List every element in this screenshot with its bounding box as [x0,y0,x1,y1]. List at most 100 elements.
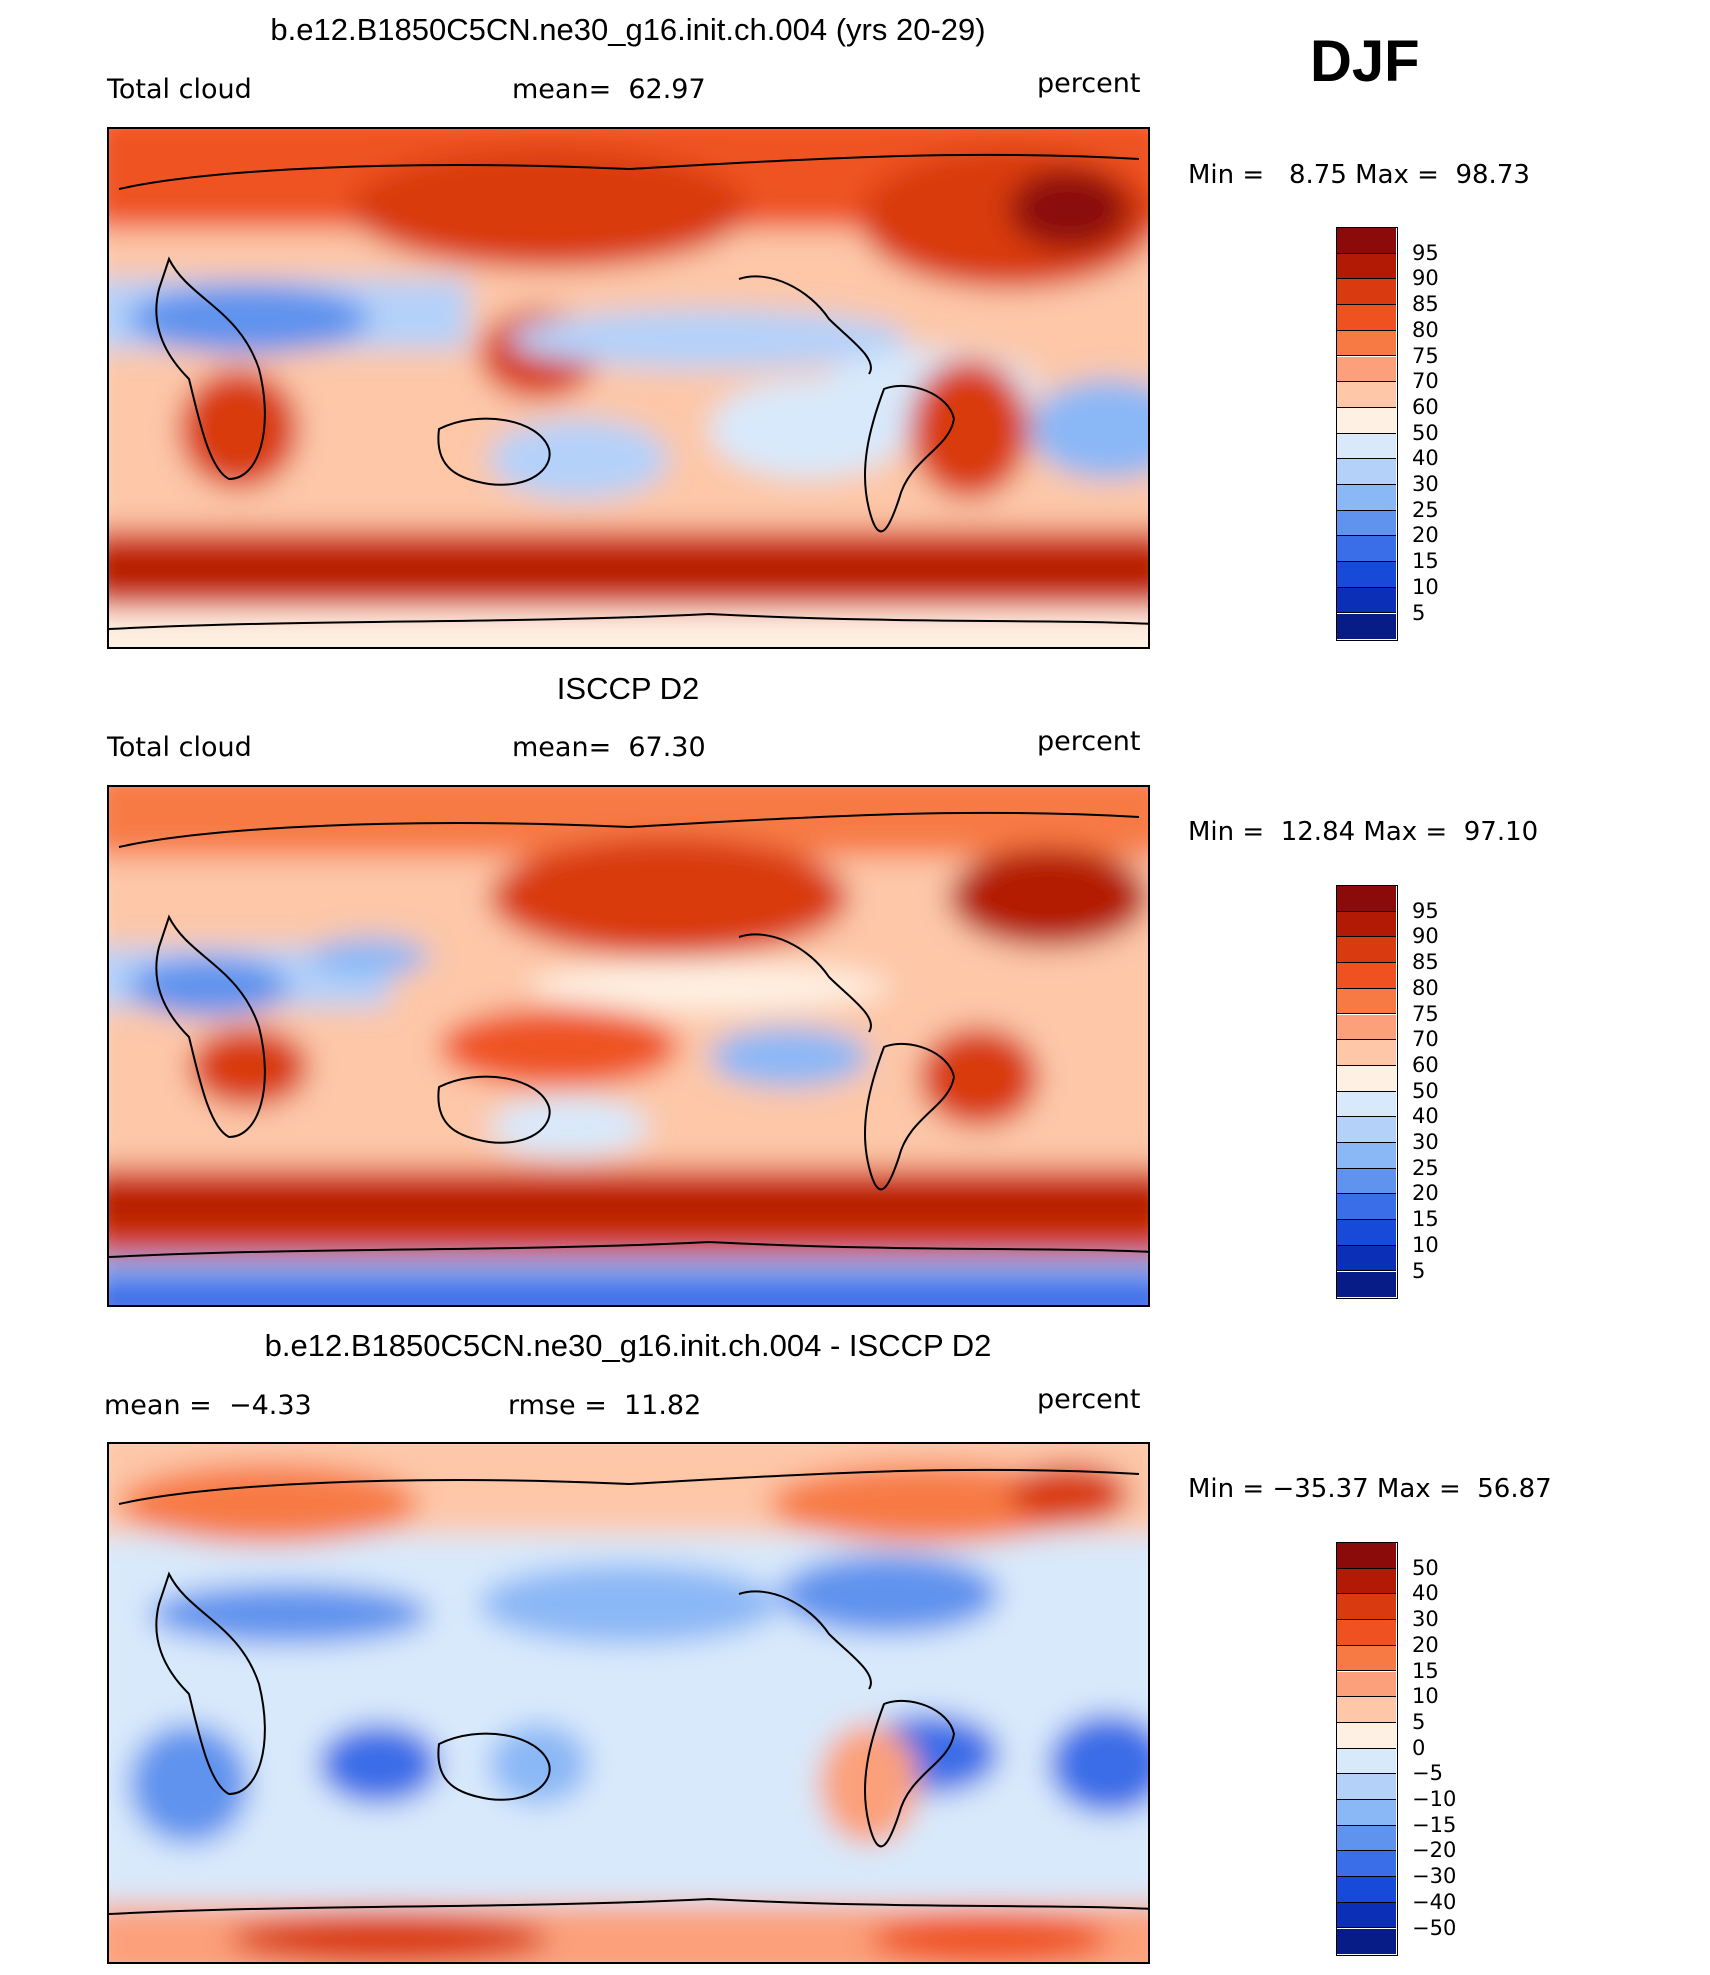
colorbar-frame [1336,885,1398,1300]
panel-2-title: ISCCP D2 [556,671,700,706]
colorbar-swatch [1337,253,1396,280]
colorbar-frame [1336,227,1398,642]
colorbar-label: 10 [1412,574,1439,599]
colorbar-swatch [1337,536,1396,563]
colorbar-swatch [1337,433,1396,460]
panel-3-rmse-label: rmse = 11.82 [508,1390,702,1421]
colorbar-label: 5 [1412,600,1426,625]
colorbar-swatch [1337,228,1396,254]
colorbar-label: 30 [1412,472,1439,496]
panel-2-mean-label: mean= 67.30 [512,732,706,763]
colorbar-label: 95 [1412,240,1439,265]
panel-3-units-label: percent [1037,1384,1141,1415]
colorbar-label: 70 [1412,1027,1439,1052]
colorbar-swatch [1337,587,1396,614]
colorbar-swatch [1337,1851,1396,1878]
colorbar-swatch [1337,1543,1396,1569]
colorbar-swatch [1337,1800,1396,1826]
colorbar-swatch [1337,1040,1396,1066]
panel-2-minmax: Min = 12.84 Max = 97.10 [1188,817,1539,847]
colorbar-swatch [1337,963,1396,989]
colorbar-swatch [1337,1271,1396,1298]
colorbar-label: 90 [1412,266,1439,291]
panel-1-units-label: percent [1037,68,1141,99]
colorbar-swatch [1337,279,1396,306]
colorbar-frame [1336,1542,1398,1957]
colorbar-swatch [1337,1014,1396,1041]
colorbar-swatch [1337,1928,1396,1955]
panel-2-variable-label: Total cloud [107,732,252,763]
colorbar-swatch [1337,562,1396,588]
colorbar-swatch [1337,1194,1396,1221]
colorbar-label: 15 [1412,1207,1439,1232]
panel-3-title: b.e12.B1850C5CN.ne30_g16.init.ch.004 - I… [264,1328,992,1363]
colorbar-label: 40 [1412,1581,1439,1606]
colorbar-swatch [1337,911,1396,938]
colorbar-label: 75 [1412,343,1439,368]
colorbar-swatch [1337,1774,1396,1800]
colorbar-label: 30 [1412,1607,1439,1632]
colorbar-swatch [1337,613,1396,640]
colorbar-label: 0 [1412,1735,1426,1760]
colorbar-swatch [1337,1620,1396,1646]
colorbar-swatch [1337,382,1396,408]
colorbar-swatch [1337,485,1396,511]
panel-1-variable-label: Total cloud [107,74,252,105]
colorbar-swatch [1337,988,1396,1015]
panel-1-minmax: Min = 8.75 Max = 98.73 [1188,160,1530,190]
colorbar-swatch [1337,937,1396,964]
panel-1-mean-label: mean= 62.97 [512,74,706,105]
colorbar-label: 95 [1412,898,1439,923]
colorbar-swatch [1337,407,1396,434]
colorbar-swatch [1337,1825,1396,1852]
colorbar-label: 20 [1412,1181,1439,1206]
panel-1-map-svg [109,129,1148,647]
colorbar-label: 5 [1412,1709,1426,1734]
colorbar-swatch [1337,1143,1396,1169]
colorbar-label: 75 [1412,1001,1439,1026]
panel-2-map-svg [109,787,1148,1305]
colorbar-swatch [1337,1877,1396,1903]
colorbar-swatch [1337,1671,1396,1698]
colorbar-label: 60 [1412,1052,1439,1077]
colorbar-label: 80 [1412,975,1439,1000]
colorbar-swatch [1337,1168,1396,1195]
colorbar-swatch [1337,1722,1396,1749]
colorbar-label: 10 [1412,1232,1439,1257]
colorbar-label: 90 [1412,924,1439,949]
colorbar-swatch [1337,1568,1396,1595]
colorbar-label: 10 [1412,1684,1439,1709]
colorbar-label: 15 [1412,1658,1439,1683]
colorbar-label: −50 [1412,1915,1457,1940]
colorbar-label: 85 [1412,950,1439,975]
colorbar-label: 30 [1412,1130,1439,1154]
colorbar-swatch [1337,1697,1396,1723]
colorbar-label: 85 [1412,292,1439,317]
panel-3-mean-label: mean = −4.33 [104,1390,312,1421]
colorbar-swatch [1337,1748,1396,1775]
colorbar-swatch [1337,1645,1396,1672]
colorbar-label: 50 [1412,1555,1439,1580]
colorbar-label: 20 [1412,1632,1439,1657]
colorbar-label: 50 [1412,1078,1439,1103]
colorbar-swatch [1337,510,1396,537]
panel-2-units-label: percent [1037,726,1141,757]
season-label: DJF [1310,29,1420,94]
colorbar-label: −15 [1412,1812,1457,1837]
colorbar-swatch [1337,305,1396,331]
panel-3-map [107,1442,1150,1964]
colorbar-swatch [1337,1594,1396,1621]
colorbar-swatch [1337,1245,1396,1272]
colorbar-swatch [1337,886,1396,912]
colorbar-swatch [1337,1091,1396,1118]
colorbar-label: 50 [1412,420,1439,445]
colorbar-label: −5 [1412,1761,1443,1786]
colorbar-label: −30 [1412,1864,1457,1889]
colorbar-swatch [1337,356,1396,383]
panel-1-title: b.e12.B1850C5CN.ne30_g16.init.ch.004 (yr… [270,12,986,47]
colorbar-label: 40 [1412,1104,1439,1129]
colorbar-swatch [1337,330,1396,357]
colorbar-label: −10 [1412,1787,1457,1811]
colorbar-swatch [1337,1902,1396,1929]
colorbar-label: 40 [1412,446,1439,471]
